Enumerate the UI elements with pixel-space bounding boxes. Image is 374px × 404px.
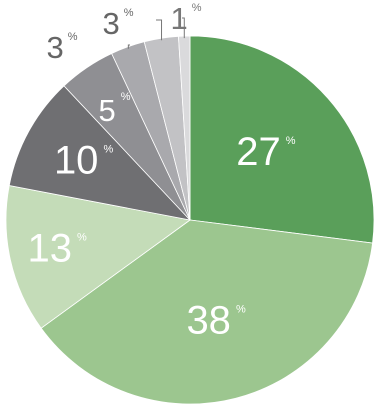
pie-label-4: 5% [98,91,130,128]
pie-label-unit-4: % [121,91,131,103]
pie-label-unit-6: % [124,7,134,19]
pie-label-value-1: 38 [186,299,231,343]
pie-label-unit-3: % [103,143,113,155]
pie-callout-line-6 [156,19,163,41]
pie-label-7: 1% [170,1,201,36]
pie-label-0: 27% [236,130,296,174]
pie-label-value-4: 5 [98,93,115,128]
pie-label-value-3: 10 [54,138,99,182]
pie-label-2: 13% [27,227,86,271]
pie-label-unit-5: % [68,31,78,43]
pie-slice-2 [5,185,191,329]
pie-label-unit-1: % [236,304,246,316]
pie-label-value-0: 27 [236,130,281,174]
pie-label-unit-0: % [286,135,296,147]
pie-slice-1 [40,219,373,404]
pie-labels: 27 %38 %13 %10 %5 %3% 3% 1% [27,1,295,343]
pie-label-5: 3% [46,30,77,65]
pie-label-unit-7: % [192,2,202,14]
pie-callout-line-5 [127,44,130,49]
pie-label-value-5: 3 [46,30,63,65]
pie-callout-lines [127,17,185,49]
pie-slices [5,35,374,404]
pie-label-6: 3% [102,6,133,41]
pie-callout-line-7 [182,17,185,39]
pie-label-value-2: 13 [27,227,72,271]
pie-label-unit-2: % [77,232,87,244]
pie-label-value-7: 1 [170,1,187,36]
pie-label-3: 10% [54,138,114,182]
pie-label-value-6: 3 [102,6,119,41]
pie-slice-3 [8,85,192,221]
pie-label-1: 38% [186,299,245,343]
pie-slice-0 [189,35,374,244]
